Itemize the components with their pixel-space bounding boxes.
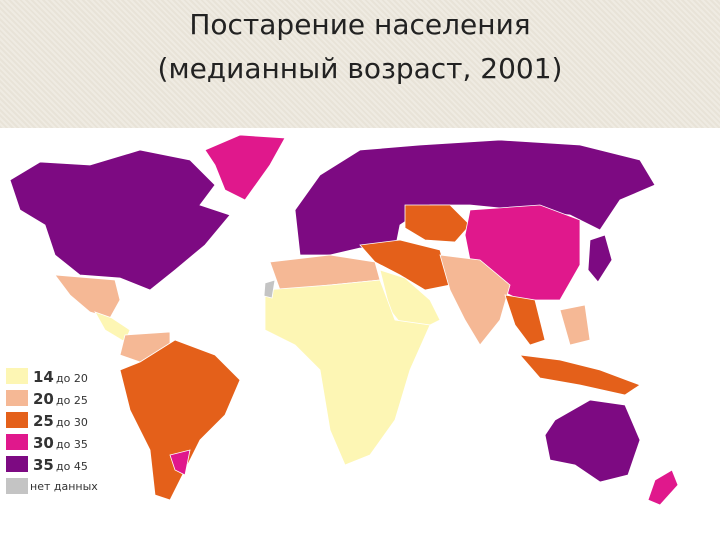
title-line: (медианный возраст, 2001)	[157, 52, 563, 85]
title-line: Постарение населения	[189, 8, 531, 41]
legend-to: до 35	[56, 438, 88, 451]
legend-from: 30	[33, 434, 54, 452]
region	[54, 274, 121, 319]
region	[263, 279, 276, 299]
region	[519, 354, 641, 396]
region	[504, 294, 546, 346]
legend-from: 35	[33, 456, 54, 474]
legend-swatch	[6, 478, 28, 494]
region	[119, 339, 241, 501]
legend-label: нет данных	[30, 480, 98, 493]
region	[359, 239, 451, 291]
region	[404, 204, 471, 243]
legend-to: до 30	[56, 416, 88, 429]
region	[544, 399, 641, 483]
legend-swatch	[6, 456, 28, 472]
title-bar: Постарение населения (медианный возраст,…	[0, 0, 720, 128]
region	[587, 234, 613, 283]
region	[204, 134, 286, 201]
region	[9, 149, 231, 291]
legend-to: до 20	[56, 372, 88, 385]
legend-to: до 45	[56, 460, 88, 473]
region	[559, 304, 591, 346]
legend-swatch	[6, 390, 28, 406]
legend-swatch	[6, 434, 28, 450]
legend-swatch	[6, 368, 28, 384]
region	[647, 469, 679, 506]
legend-swatch	[6, 412, 28, 428]
region	[439, 254, 511, 346]
legend-from: 25	[33, 412, 54, 430]
legend-from: 14	[33, 368, 54, 386]
legend-to: до 25	[56, 394, 88, 407]
region	[264, 279, 431, 466]
region	[169, 449, 191, 476]
legend-from: 20	[33, 390, 54, 408]
